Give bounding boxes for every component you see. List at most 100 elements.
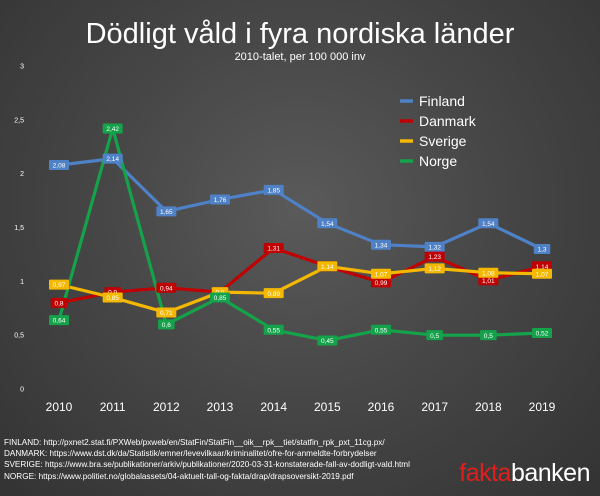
data-label-danmark: 1,14 [532, 261, 552, 272]
data-label-text: 0,71 [160, 310, 173, 317]
data-label-box [478, 275, 499, 286]
legend-label: Norge [419, 153, 457, 169]
data-label-box [478, 218, 499, 229]
data-label-box [49, 160, 69, 171]
legend-item-sverige: Sverige [400, 133, 467, 149]
data-label-text: 2,14 [106, 156, 119, 163]
sources: FINLAND: http://pxnet2.stat.fi/PXWeb/pxw… [4, 437, 444, 482]
data-label-text: 1,07 [536, 271, 549, 278]
series-line-norge [57, 126, 544, 343]
chart-title: Dödligt våld i fyra nordiska länder [86, 18, 515, 50]
data-label-text: 1,12 [428, 266, 441, 273]
data-label-box [156, 206, 177, 217]
data-label-box [102, 123, 123, 134]
data-label-text: 0,85 [214, 295, 227, 302]
series-line-sverige [57, 264, 544, 315]
y-tick-label: 3 [20, 64, 24, 71]
data-label-finland: 1,34 [371, 239, 391, 250]
data-label-box [532, 328, 552, 339]
data-label-danmark: 1,01 [478, 275, 499, 286]
data-label-box [317, 335, 338, 346]
data-label-box [158, 319, 175, 330]
data-label-box [49, 279, 69, 290]
legend-label: Finland [419, 93, 465, 109]
data-label-text: 1,54 [482, 221, 495, 228]
data-label-norge: 0,85 [210, 292, 230, 303]
data-label-text: 0,55 [267, 327, 280, 334]
data-label-sverige: 1,07 [532, 268, 552, 279]
x-tick-label: 2014 [260, 400, 287, 414]
data-label-box [102, 153, 123, 164]
source-finland: FINLAND: http://pxnet2.stat.fi/PXWeb/pxw… [4, 438, 385, 447]
data-label-danmark: 1,31 [263, 242, 284, 253]
legend-item-finland: Finland [400, 93, 465, 109]
legend-item-danmark: Danmark [400, 113, 477, 129]
data-label-box [371, 277, 391, 288]
data-label-norge: 0,64 [49, 315, 69, 326]
data-label-norge: 0,55 [263, 324, 284, 335]
data-labels: 2,08 2,14 1,65 1,76 1,85 1,54 1,34 1,32 1,54 1,3 0… [49, 123, 552, 346]
data-label-norge: 0,55 [371, 324, 391, 335]
data-label-text: 0,89 [267, 291, 280, 298]
data-label-norge: 2,42 [102, 123, 123, 134]
data-label-danmark: 1,23 [424, 251, 445, 262]
data-label-text: 1,07 [375, 271, 388, 278]
y-tick-label: 1,5 [14, 225, 24, 232]
data-label-finland: 1,54 [317, 218, 338, 229]
data-label-box [210, 194, 230, 205]
data-label-sverige: 0,89 [263, 288, 284, 299]
x-axis: 2010 2011 2012 2013 2014 2015 2016 2017 2018 2019 [46, 400, 556, 414]
data-label-finland: 1,32 [424, 241, 445, 252]
data-label-box [263, 242, 284, 253]
data-label-text: 0,5 [430, 333, 439, 340]
data-label-text: 0,64 [53, 318, 66, 325]
data-label-box [424, 251, 445, 262]
data-label-box [371, 324, 391, 335]
legend-label: Sverige [419, 133, 467, 149]
data-label-text: 0,55 [375, 327, 388, 334]
data-label-finland: 2,14 [102, 153, 123, 164]
series-lines [57, 126, 544, 343]
data-label-danmark: 0,8 [50, 297, 68, 308]
x-tick-label: 2012 [153, 400, 180, 414]
data-label-sverige: 0,85 [102, 292, 123, 303]
x-tick-label: 2013 [207, 400, 234, 414]
data-label-text: 0,52 [536, 331, 549, 338]
data-label-text: 0,97 [53, 282, 66, 289]
data-label-text: 1,31 [267, 246, 280, 253]
data-label-box [424, 241, 445, 252]
logo-part-banken: banken [510, 459, 591, 487]
data-label-norge: 0,5 [426, 330, 443, 341]
data-label-box [156, 282, 177, 293]
x-tick-label: 2019 [529, 400, 556, 414]
source-norge: NORGE: https://www.politiet.no/globalass… [4, 471, 354, 481]
data-label-box [317, 218, 338, 229]
data-label-norge: 0,6 [158, 319, 175, 330]
data-label-box [156, 307, 177, 318]
data-label-text: 1,32 [428, 244, 441, 251]
data-label-finland: 2,08 [49, 160, 69, 171]
data-label-norge: 0,52 [532, 328, 552, 339]
data-label-box [371, 268, 391, 279]
source-sverige: SVERIGE: https://www.bra.se/publikatione… [4, 460, 410, 470]
data-label-text: 1,3 [537, 247, 546, 254]
data-label-text: 2,42 [106, 126, 119, 133]
data-label-box [263, 184, 284, 195]
x-tick-label: 2011 [100, 400, 126, 414]
data-label-text: 1,14 [321, 264, 334, 271]
y-tick-label: 2,5 [14, 117, 24, 124]
data-label-text: 0,8 [54, 300, 63, 307]
data-label-box [263, 288, 284, 299]
legend-label: Danmark [419, 113, 477, 129]
y-tick-label: 1 [20, 279, 24, 286]
chart-subtitle: 2010-talet, per 100 000 inv [235, 51, 366, 63]
logo-part-fakta: fakta [459, 459, 511, 487]
data-label-box [102, 292, 123, 303]
data-label-box [426, 330, 443, 341]
data-label-danmark: 0,94 [156, 282, 177, 293]
data-label-box [50, 297, 68, 308]
data-label-box [533, 244, 551, 255]
source-danmark: DANMARK: https://www.dst.dk/da/Statistik… [4, 449, 377, 459]
data-label-sverige: 0,97 [49, 279, 69, 290]
